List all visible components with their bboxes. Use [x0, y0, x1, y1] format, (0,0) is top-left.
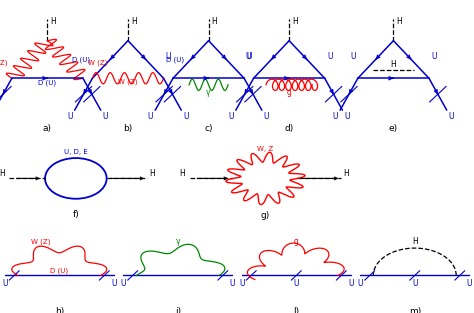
Text: e): e): [389, 125, 398, 133]
Text: g): g): [261, 211, 270, 220]
Text: U: U: [120, 279, 126, 288]
Text: H: H: [292, 17, 298, 26]
Text: U: U: [228, 112, 234, 121]
Text: U: U: [293, 279, 299, 288]
Text: H: H: [343, 169, 349, 178]
Text: H: H: [50, 17, 56, 26]
Text: W (Z): W (Z): [88, 59, 107, 66]
Text: m): m): [409, 307, 421, 313]
Text: U: U: [111, 279, 117, 288]
Text: U: U: [103, 112, 108, 121]
Text: U: U: [357, 279, 363, 288]
Text: W (Z): W (Z): [118, 79, 138, 85]
Text: γ: γ: [206, 88, 211, 97]
Text: D (U): D (U): [38, 80, 56, 86]
Text: H: H: [0, 169, 5, 178]
Text: W, Z: W, Z: [257, 146, 273, 152]
Text: U: U: [183, 112, 189, 121]
Text: H: H: [412, 237, 418, 246]
Text: H: H: [180, 169, 185, 178]
Text: U: U: [264, 112, 269, 121]
Text: U: U: [246, 52, 251, 61]
Text: l): l): [293, 307, 299, 313]
Text: U: U: [2, 279, 8, 288]
Text: g: g: [287, 88, 292, 97]
Text: U: U: [246, 52, 252, 61]
Text: U: U: [67, 112, 73, 121]
Text: W (Z): W (Z): [0, 59, 7, 66]
Text: U: U: [449, 112, 454, 121]
Text: U: U: [466, 279, 472, 288]
Text: U: U: [348, 279, 354, 288]
Text: W (Z): W (Z): [30, 239, 50, 245]
Text: U: U: [165, 52, 171, 61]
Text: γ: γ: [175, 237, 180, 246]
Text: H: H: [391, 60, 396, 69]
Text: b): b): [123, 125, 133, 133]
Text: D (U): D (U): [72, 56, 90, 63]
Text: h): h): [55, 307, 64, 313]
Text: U: U: [148, 112, 153, 121]
Text: U: U: [431, 52, 437, 61]
Text: U, D, E: U, D, E: [64, 149, 88, 155]
Text: H: H: [149, 169, 155, 178]
Text: D (U): D (U): [50, 268, 68, 274]
Text: H: H: [211, 17, 217, 26]
Text: U: U: [229, 279, 235, 288]
Text: U: U: [350, 52, 356, 61]
Text: g: g: [294, 237, 299, 246]
Text: U: U: [327, 52, 333, 61]
Text: f): f): [73, 210, 79, 219]
Text: c): c): [204, 125, 213, 133]
Text: U: U: [239, 279, 245, 288]
Text: i): i): [175, 307, 181, 313]
Text: U: U: [333, 112, 338, 121]
Text: d): d): [284, 125, 294, 133]
Text: H: H: [131, 17, 137, 26]
Text: H: H: [396, 17, 402, 26]
Text: a): a): [43, 125, 52, 133]
Text: U: U: [412, 279, 418, 288]
Text: D (U): D (U): [166, 56, 184, 63]
Text: U: U: [345, 112, 350, 121]
